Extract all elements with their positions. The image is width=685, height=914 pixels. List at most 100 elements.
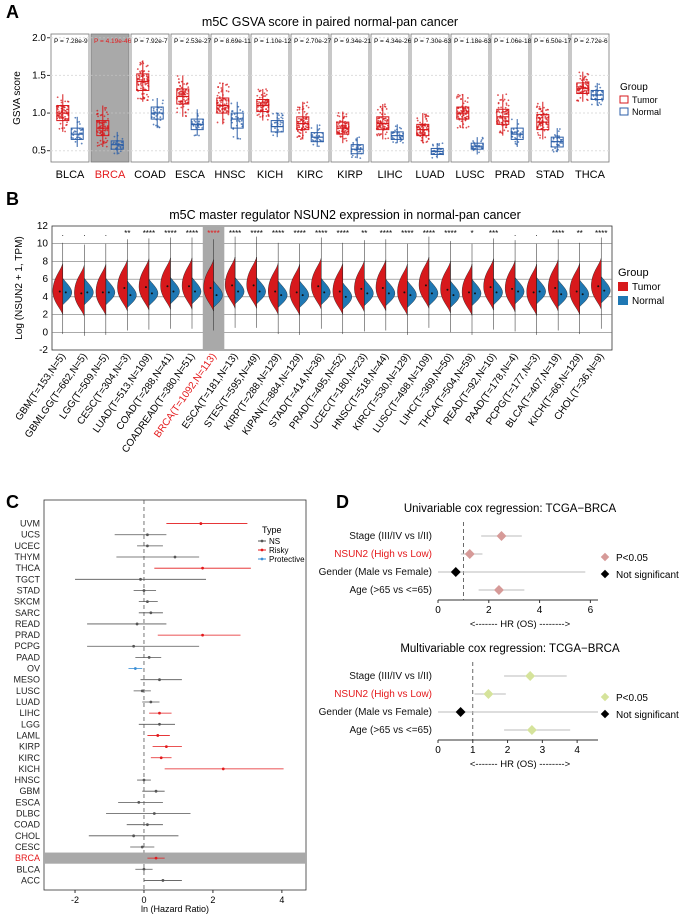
forest-point [149, 611, 153, 615]
gsva-normal-point [153, 116, 156, 119]
violin-tumor-median [338, 290, 341, 293]
forest-point [158, 678, 161, 682]
panel-b-ytick: 12 [37, 221, 49, 232]
gsva-tumor-point [457, 93, 460, 96]
gsva-tumor-point [138, 75, 141, 77]
gsva-tumor-point [386, 124, 389, 127]
gsva-pvalue: P = 4.34e-26 [374, 38, 412, 45]
violin-normal [105, 277, 116, 306]
gsva-tumor-point [384, 119, 387, 122]
gsva-panel-frame [370, 33, 410, 163]
gsva-tumor-point [218, 96, 221, 98]
gsva-tumor-point [263, 102, 266, 105]
gsva-normal-point [359, 157, 362, 160]
cox-multi-tick: 2 [505, 745, 511, 756]
gsva-panel-KIRP: P = 9.34e-21 KIRP [330, 33, 372, 181]
violin-tumor [181, 257, 193, 310]
gsva-pvalue: P = 9.34e-21 [334, 38, 372, 45]
gsva-normal-point [517, 123, 520, 125]
gsva-normal-point [279, 123, 282, 126]
gsva-tumor-point [99, 131, 102, 133]
gsva-tumor-point [303, 110, 306, 113]
gsva-tumor-point [296, 121, 299, 123]
violin-normal [256, 276, 266, 305]
gsva-tumor-point [220, 99, 223, 101]
forest-row-DLBC: DLBC [16, 809, 191, 819]
gsva-panel-STAD: P = 6.50e-17 STAD [530, 33, 572, 181]
forest-point [140, 845, 144, 849]
gsva-tumor-point [416, 119, 419, 122]
forest-row-KIRP: KIRP [19, 742, 182, 752]
gsva-tumor-point [184, 114, 187, 117]
gsva-normal-point [194, 125, 197, 127]
panel-a-ytick: 2.0 [32, 33, 46, 44]
gsva-panel-frame [410, 33, 450, 163]
gsva-panel-frame [490, 33, 530, 163]
gsva-normal-point [114, 142, 117, 145]
violin-normal [234, 276, 245, 305]
gsva-tumor-point [140, 62, 143, 65]
forest-point [221, 767, 225, 771]
forest-row-OV: OV [27, 664, 143, 674]
gsva-tumor-point [303, 102, 306, 105]
gsva-normal-point [201, 127, 204, 129]
gsva-normal-point [277, 129, 280, 131]
gsva-tumor-point [539, 108, 541, 110]
gsva-normal-point [472, 140, 474, 142]
gsva-tumor-point [380, 127, 383, 129]
gsva-tumor-point [66, 108, 68, 111]
forest-label: KIRC [18, 753, 40, 763]
cox-uni-legend-ns: Not significant [616, 570, 679, 581]
violin-tumor-median [231, 284, 234, 287]
gsva-normal-point [272, 112, 274, 115]
forest-point [158, 722, 161, 726]
forest-point [146, 533, 149, 537]
panel-b-ylabel: Log (NSUN2 + 1, TPM) [14, 236, 25, 339]
gsva-tumor-point [97, 115, 99, 118]
cox-multi-label: Gender (Male vs Female) [319, 707, 432, 718]
gsva-tumor-point [299, 120, 301, 123]
gsva-tumor-point [298, 108, 301, 111]
gsva-tumor-point [256, 94, 259, 97]
gsva-tumor-point [545, 109, 547, 112]
panel-letter-d: D [336, 492, 349, 512]
gsva-normal-point [158, 111, 161, 113]
gsva-tumor-point [217, 108, 220, 111]
gsva-tumor-point [298, 117, 300, 120]
gsva-tumor-point [265, 88, 267, 91]
gsva-tumor-point [96, 109, 99, 112]
gsva-tumor-point [98, 129, 101, 131]
forest-point [201, 633, 204, 637]
gsva-tumor-point [217, 91, 220, 94]
gsva-normal-point [280, 116, 283, 119]
cox-uni-label: Stage (III/IV vs I/II) [349, 531, 432, 542]
violin-tumor-median [381, 287, 384, 289]
violin-tumor-median [101, 291, 104, 294]
gsva-tumor-point [225, 102, 228, 105]
forest-row-PCPG: PCPG [14, 641, 200, 651]
gsva-tumor-point [384, 113, 386, 116]
forest-row-STAD: STAD [17, 585, 157, 595]
forest-point [142, 778, 146, 782]
gsva-normal-point [155, 124, 157, 127]
violin-normal-median [237, 290, 240, 293]
panel-letter-b: B [6, 189, 19, 209]
forest-label: LIHC [19, 708, 40, 718]
gsva-tumor-point [187, 86, 190, 89]
gsva-normal-point [233, 113, 236, 116]
gsva-tumor-point [456, 126, 459, 129]
gsva-normal-point [195, 126, 197, 129]
gsva-pvalue: P = 1.06e-18 [494, 38, 532, 45]
violin-normal-median [150, 292, 153, 295]
gsva-panel-frame [290, 33, 330, 163]
gsva-tumor-point [184, 91, 187, 94]
violin-normal [213, 280, 223, 309]
violin-normal [493, 277, 503, 306]
gsva-pvalue: P = 4.19e-46 [94, 38, 132, 45]
gsva-tumor-point [546, 126, 549, 129]
gsva-normal-point [191, 122, 194, 125]
violin-tumor [138, 258, 150, 311]
gsva-tumor-point [66, 121, 68, 124]
gsva-normal-point [557, 130, 560, 133]
violin-tumor [160, 257, 171, 310]
